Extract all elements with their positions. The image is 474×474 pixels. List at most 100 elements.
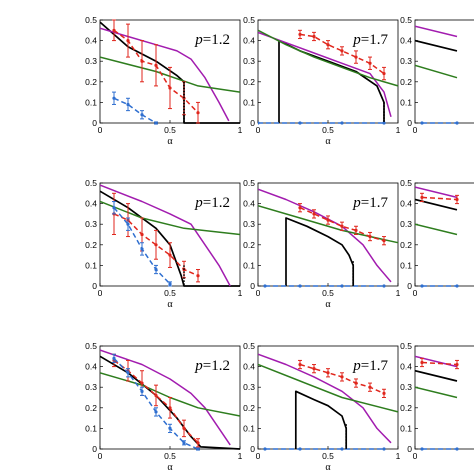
data-point	[112, 28, 116, 32]
y-tick-label: 0.2	[243, 240, 255, 250]
y-tick-label: 0.5	[400, 341, 412, 351]
data-point	[196, 111, 200, 115]
y-tick-label: 0.1	[243, 423, 255, 433]
p-value-label: p=1.7	[352, 32, 388, 48]
p-value: =1.7	[361, 358, 389, 374]
series-line-purple-solid	[100, 184, 231, 287]
y-tick-label: 0.3	[85, 382, 97, 392]
plot-area	[258, 353, 399, 451]
data-point	[368, 385, 372, 389]
y-tick-label: 0.3	[400, 382, 412, 392]
y-tick-label: 0.5	[400, 15, 412, 25]
series-line-black-solid	[415, 369, 458, 382]
x-tick-label: 1	[396, 451, 401, 461]
data-point	[382, 121, 386, 125]
x-tick-label: 0	[98, 451, 103, 461]
data-point	[312, 212, 316, 216]
x-tick-label: 1	[396, 288, 401, 298]
y-tick-label: 0.1	[85, 97, 97, 107]
data-point	[298, 32, 302, 37]
x-tick-label: 0	[413, 451, 418, 461]
series-line-green-solid	[100, 56, 241, 93]
x-tick-label: 0	[256, 125, 261, 135]
y-tick-label: 0.1	[243, 97, 255, 107]
data-point	[420, 121, 424, 125]
series-line-blue-dashed	[113, 97, 157, 124]
p-value-label: p=1.7	[352, 358, 388, 374]
p-value: =1.2	[203, 358, 230, 374]
y-tick-label: 0.4	[400, 36, 412, 46]
y-tick-label: 0.2	[243, 403, 255, 413]
y-tick-label: 0.5	[85, 341, 97, 351]
data-point	[196, 447, 200, 451]
data-point	[168, 406, 172, 410]
y-tick-label: 0.2	[400, 240, 412, 250]
data-point	[263, 284, 267, 288]
data-point	[298, 284, 302, 288]
y-tick-label: 0.4	[400, 362, 412, 372]
data-point	[126, 39, 130, 43]
y-tick-label: 0.3	[85, 219, 97, 229]
y-tick-label: 0.3	[85, 56, 97, 66]
p-value: =1.7	[361, 32, 389, 48]
x-tick-label: 0.5	[322, 288, 334, 298]
data-point	[340, 49, 344, 53]
data-point	[168, 86, 172, 90]
data-point	[420, 447, 424, 451]
data-point	[340, 224, 344, 228]
x-tick-label: 0	[413, 125, 418, 135]
x-tick-label: 0.5	[322, 125, 334, 135]
plot-area	[100, 349, 241, 451]
p-value-label: p=1.2	[194, 358, 230, 374]
data-point	[340, 284, 344, 288]
series-line-red-dashed	[421, 361, 458, 366]
data-point	[455, 197, 459, 202]
data-point	[196, 274, 200, 278]
data-point	[182, 426, 186, 430]
data-point	[382, 391, 386, 395]
y-tick-label: 0	[92, 444, 97, 454]
series-line-green-solid	[415, 64, 458, 79]
data-point	[112, 206, 116, 210]
data-point	[340, 121, 344, 125]
y-tick-label: 0.4	[243, 199, 255, 209]
data-point	[382, 71, 386, 76]
y-tick-label: 0.2	[400, 403, 412, 413]
data-point	[258, 121, 260, 125]
panel-r1-c1: 0 0.1 0.2 0.3 0.4 0.5 0 0.5 1 α p=1.2	[85, 178, 242, 310]
data-point	[420, 360, 424, 365]
x-tick-label: 0.5	[164, 288, 176, 298]
p-value: =1.7	[361, 195, 389, 211]
p-value: =1.2	[203, 32, 230, 48]
panel-r0-c3: 00.10.20.30.40.500.51α	[400, 15, 474, 135]
data-point	[196, 441, 200, 445]
data-point	[263, 447, 267, 451]
y-tick-label: 0	[407, 118, 412, 128]
x-tick-label: 1	[238, 451, 243, 461]
data-point	[126, 222, 130, 226]
y-tick-label: 0.5	[243, 15, 255, 25]
y-tick-label: 0.4	[243, 362, 255, 372]
plot-frame	[414, 19, 474, 124]
data-point	[298, 121, 302, 125]
x-tick-label: 1	[238, 125, 243, 135]
series-line-purple-solid	[415, 25, 458, 38]
y-tick-label: 0.1	[400, 97, 412, 107]
plot-frame	[414, 345, 474, 450]
data-point	[382, 447, 386, 451]
data-point	[112, 96, 116, 100]
plot-area	[258, 29, 399, 125]
y-tick-label: 0.2	[85, 77, 97, 87]
data-point	[382, 239, 386, 243]
data-point	[455, 284, 459, 288]
data-point	[326, 218, 330, 222]
data-point	[140, 59, 144, 63]
data-point	[455, 121, 459, 125]
series-line-green-solid	[258, 29, 399, 87]
data-point	[182, 441, 186, 445]
panel-r2-c3: 00.10.20.30.40.500.51α	[400, 341, 474, 461]
y-tick-label: 0	[92, 118, 97, 128]
x-axis-label: α	[167, 136, 173, 147]
data-point	[455, 447, 459, 451]
plot-area	[415, 355, 459, 451]
